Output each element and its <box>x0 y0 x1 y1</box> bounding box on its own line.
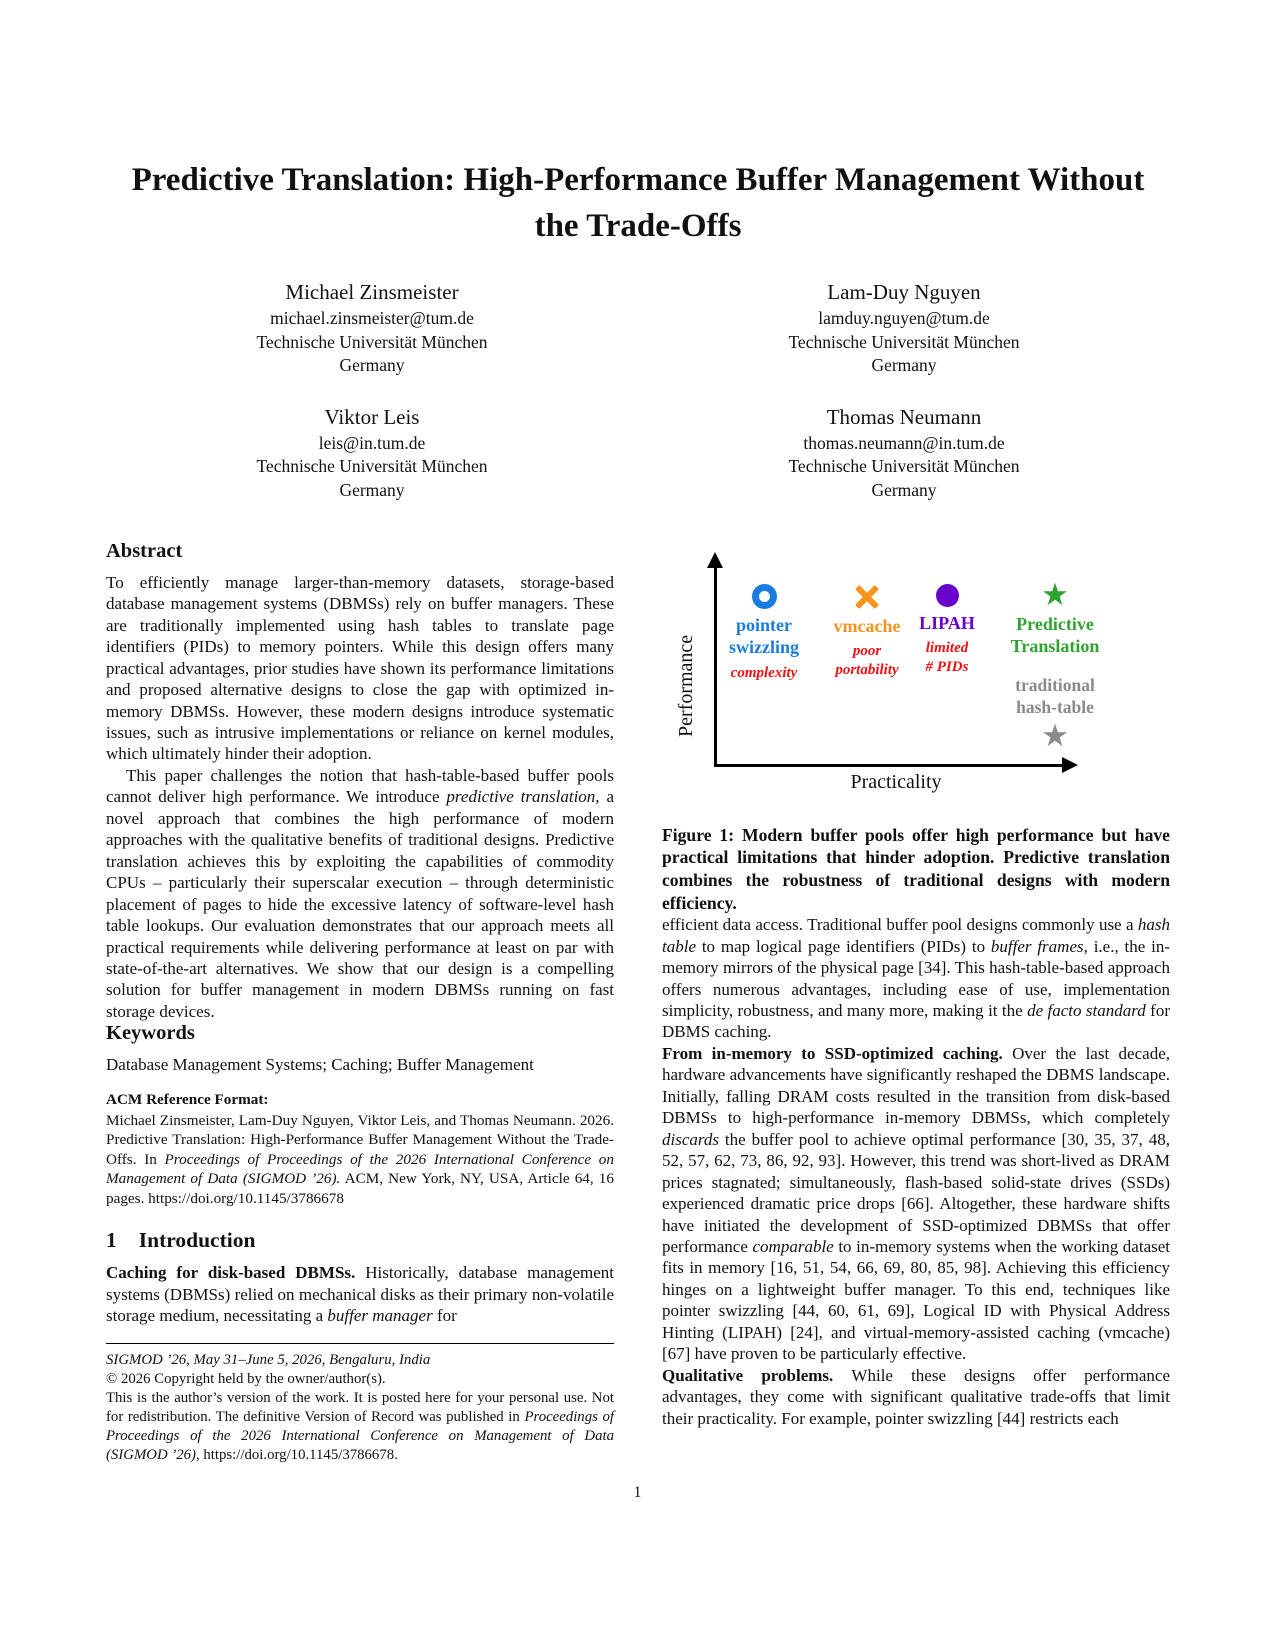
figure-1: Performance Practicality pointer swizzli… <box>662 544 1170 798</box>
abstract-paragraph-1: To efficiently manage larger-than-memory… <box>106 572 614 764</box>
point-traditional-hash-table: traditional hash-table ★ <box>997 674 1113 754</box>
keywords-text: Database Management Systems; Caching; Bu… <box>106 1055 534 1075</box>
author-country: Germany <box>339 354 405 375</box>
point-label: pointer swizzling <box>729 614 799 658</box>
point-pointer-swizzling: pointer swizzling complexity <box>709 583 819 682</box>
x-axis-arrow-icon <box>1062 757 1078 774</box>
point-vmcache: vmcache poor portability <box>817 584 917 679</box>
abstract-heading: Abstract <box>106 539 183 562</box>
paper-title: Predictive Translation: High-Performance… <box>131 162 1145 245</box>
author-affiliation: Technische Universität München <box>256 456 488 477</box>
point-label: Predictive Translation <box>1010 613 1100 657</box>
introduction-heading: 1 Introduction <box>106 1228 614 1253</box>
qualitative-problems-paragraph: Qualitative problems. While these design… <box>662 1365 1170 1428</box>
y-axis-arrow-icon <box>707 551 723 568</box>
footnote-venue: SIGMOD ’26, May 31–June 5, 2026, Bengalu… <box>106 1351 431 1368</box>
author-country: Germany <box>871 479 937 500</box>
author-1: Michael Zinsmeister michael.zinsmeister@… <box>106 279 638 377</box>
filled-circle-icon <box>935 583 959 607</box>
ssd-caching-paragraph: From in-memory to SSD-optimized caching.… <box>662 1043 1170 1364</box>
point-label: LIPAH <box>919 612 975 633</box>
point-label: vmcache <box>833 615 901 636</box>
star-icon: ★ <box>1041 576 1069 613</box>
author-country: Germany <box>339 479 405 500</box>
author-3: Viktor Leis leis@in.tum.de Technische Un… <box>106 404 638 502</box>
x-axis-label: Practicality <box>850 770 942 793</box>
point-label: traditional hash-table <box>1015 674 1095 717</box>
page-number: 1 <box>633 1484 642 1501</box>
footnote-block: SIGMOD ’26, May 31–June 5, 2026, Bengalu… <box>106 1342 615 1465</box>
author-affiliation: Technische Universität München <box>788 456 1020 477</box>
point-issue: complexity <box>730 664 798 681</box>
author-4: Thomas Neumann thomas.neumann@in.tum.de … <box>638 404 1170 502</box>
left-column: Abstract To efficiently manage larger-th… <box>106 540 614 1465</box>
right-column: Performance Practicality pointer swizzli… <box>662 540 1170 1465</box>
acm-ref-text: Michael Zinsmeister, Lam-Duy Nguyen, Vik… <box>106 1111 614 1207</box>
x-axis <box>714 763 1066 767</box>
author-name: Michael Zinsmeister <box>285 280 459 305</box>
author-email: michael.zinsmeister@tum.de <box>270 308 474 329</box>
intro-continued-paragraph: efficient data access. Traditional buffe… <box>662 915 1171 1042</box>
author-affiliation: Technische Universität München <box>256 331 488 352</box>
author-name: Thomas Neumann <box>826 405 982 430</box>
point-predictive-translation: ★ Predictive Translation <box>992 576 1118 658</box>
footnote-body: This is the author’s version of the work… <box>106 1389 615 1464</box>
gray-star-icon: ★ <box>1041 717 1069 754</box>
author-2: Lam-Duy Nguyen lamduy.nguyen@tum.de Tech… <box>638 279 1170 377</box>
section-title: Introduction <box>138 1228 256 1253</box>
author-name: Viktor Leis <box>324 405 420 430</box>
author-affiliation: Technische Universität München <box>788 331 1020 352</box>
author-block: Michael Zinsmeister michael.zinsmeister@… <box>106 279 1170 501</box>
abstract-paragraph-2: This paper challenges the notion that ha… <box>106 765 614 1021</box>
author-country: Germany <box>871 354 937 375</box>
acm-ref-heading: ACM Reference Format: <box>106 1090 269 1108</box>
x-cross-icon <box>854 584 880 610</box>
figure-1-caption: Figure 1: Modern buffer pools offer high… <box>662 824 1170 913</box>
keywords-heading: Keywords <box>106 1022 195 1045</box>
author-email: leis@in.tum.de <box>318 433 426 454</box>
point-lipah: LIPAH limited # PIDs <box>899 583 995 676</box>
y-axis <box>714 565 717 767</box>
y-axis-label: Performance <box>675 634 697 737</box>
author-email: lamduy.nguyen@tum.de <box>818 308 990 329</box>
section-number: 1 <box>106 1228 117 1253</box>
open-circle-icon <box>751 583 777 609</box>
footnote-copyright: © 2026 Copyright held by the owner/autho… <box>106 1370 386 1387</box>
point-issue: poor portability <box>835 643 899 678</box>
point-issue: limited # PIDs <box>925 640 969 675</box>
author-name: Lam-Duy Nguyen <box>827 280 981 305</box>
author-email: thomas.neumann@in.tum.de <box>803 433 1005 454</box>
introduction-paragraph-1: Caching for disk-based DBMSs. Historical… <box>106 1263 614 1326</box>
